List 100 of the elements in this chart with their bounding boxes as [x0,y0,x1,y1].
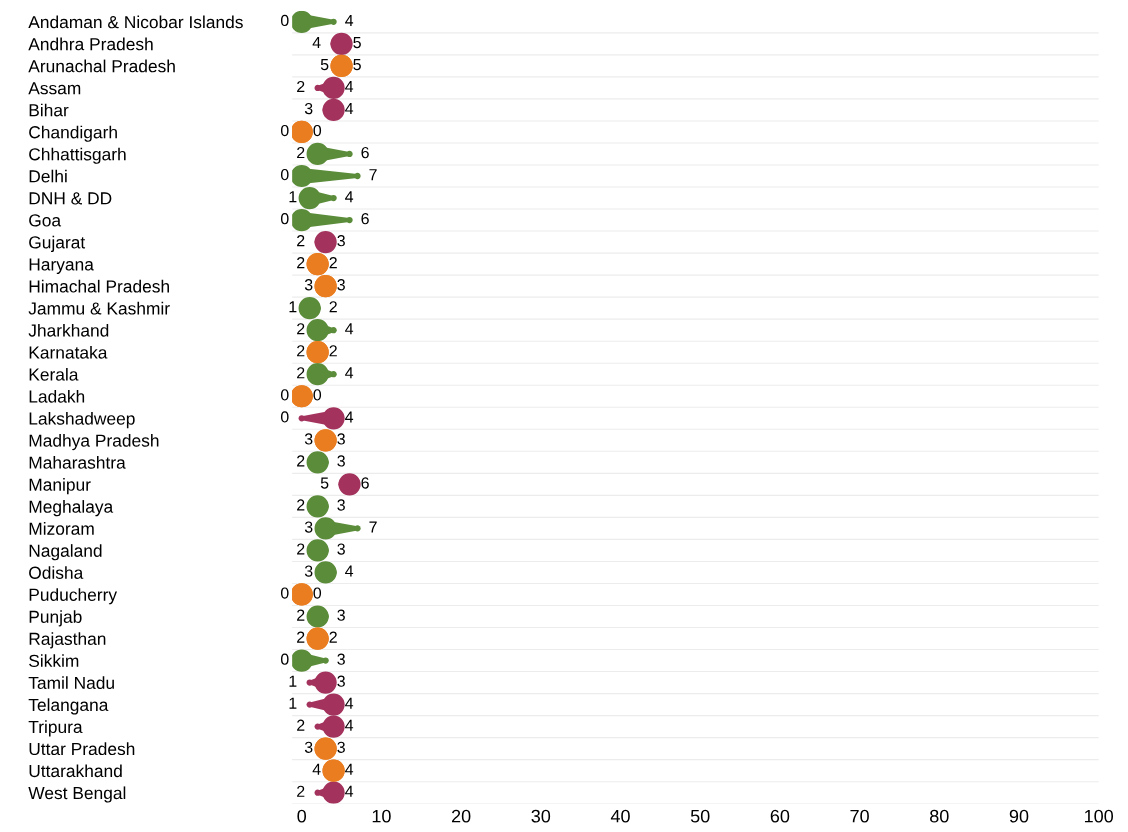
x-tick-label: 50 [690,809,710,823]
data-label: 4 [345,323,354,335]
data-label: 0 [280,411,289,423]
y-tick-label: Assam [28,82,81,95]
data-label: 5 [353,59,361,71]
data-label: 4 [312,37,321,48]
y-tick-label: Bihar [29,103,69,117]
data-label: 2 [297,323,305,335]
x-tick-label: 10 [372,809,391,823]
y-tick-label: Goa [29,214,62,227]
x-tick-label: 0 [297,809,307,823]
data-label: 3 [337,279,345,291]
y-tick-label: Uttar Pradesh [29,742,135,756]
data-label: 3 [304,565,313,577]
y-tick-label: Nagaland [29,544,102,561]
data-label: 3 [337,433,345,445]
y-tick-label: Telangana [28,698,109,715]
data-label: 0 [280,653,289,665]
data-label: 3 [337,455,345,467]
data-label: 4 [345,719,354,731]
data-label: 4 [345,191,354,203]
y-tick-label: Odisha [29,566,84,579]
data-label: 0 [313,389,322,401]
data-label: 1 [289,675,297,687]
data-label: 5 [320,477,329,489]
data-label: 4 [312,763,321,775]
y-tick-label: Kerala [29,367,79,381]
data-label: 2 [297,631,305,643]
x-tick-label: 70 [850,809,869,823]
data-label: 0 [313,124,322,137]
y-tick-label: Manipur [29,478,91,495]
data-label: 2 [297,455,305,467]
data-label: 2 [297,235,305,247]
data-label: 5 [320,59,329,71]
y-tick-label: Rajasthan [29,632,106,649]
data-label: 4 [345,14,354,26]
y-tick-label: DNH & DD [29,192,112,205]
y-tick-label: Jammu & Kashmir [28,301,170,315]
data-label: 3 [337,543,345,555]
y-tick-label: Maharashtra [29,456,126,469]
data-label: 4 [345,697,354,709]
y-tick-label: Chhattisgarh [29,147,126,164]
y-tick-label: Chandigarh [29,125,117,142]
data-label: 3 [304,741,313,753]
data-label: 1 [289,697,297,709]
data-label: 6 [361,213,369,225]
data-label: 2 [297,345,305,357]
data-label: 2 [297,785,305,797]
data-label: 5 [353,37,361,49]
y-tick-label: Delhi [29,169,67,183]
data-label: 0 [280,389,289,401]
data-label: 0 [280,213,289,225]
data-label: 2 [297,609,305,621]
data-label: 2 [297,499,305,511]
data-label: 3 [304,433,313,445]
data-label: 3 [304,102,313,115]
y-tick-label: Lakshadweep [29,411,135,429]
data-label: 2 [329,345,337,357]
data-label: 2 [297,367,305,379]
y-tick-label: Puducherry [29,588,118,605]
x-tick-label: 80 [930,809,949,823]
data-label: 7 [369,169,377,181]
data-label: 4 [345,565,354,577]
y-tick-label: Madhya Pradesh [29,434,159,451]
y-tick-label: Arunachal Pradesh [28,59,175,73]
data-label: 0 [280,14,289,27]
y-tick-label: Himachal Pradesh [29,279,169,293]
data-label: 3 [337,675,345,687]
data-label: 4 [345,763,354,775]
x-tick-label: 30 [531,809,551,823]
data-label: 0 [313,587,322,599]
data-label: 3 [304,521,313,533]
data-label: 3 [337,499,345,511]
x-tick-label: 100 [1084,809,1114,823]
data-label: 2 [297,257,305,269]
y-tick-label: Andhra Pradesh [28,37,153,51]
data-label: 3 [304,279,313,291]
y-tick-label: Sikkim [29,654,79,668]
y-tick-label: West Bengal [28,786,126,803]
data-label: 7 [369,521,377,533]
y-tick-label: Punjab [29,610,82,627]
y-tick-label: Haryana [29,258,94,274]
data-label: 2 [329,257,337,269]
data-label: 0 [280,168,289,181]
y-tick-label: Ladakh [29,389,85,403]
data-label: 4 [345,103,354,115]
y-tick-label: Karnataka [29,345,108,359]
y-tick-label: Andaman & Nicobar Islands [28,15,243,29]
data-label: 3 [337,741,345,753]
data-label: 4 [345,367,354,379]
y-tick-label: Uttarakhand [29,764,122,778]
data-label: 2 [329,631,337,643]
x-tick-label: 90 [1009,809,1029,823]
x-tick-label: 40 [610,809,630,823]
data-label: 0 [280,587,289,599]
data-label: 2 [297,543,305,555]
data-label: 4 [345,785,354,797]
y-tick-label: Mizoram [29,522,94,535]
data-label: 6 [361,146,369,159]
y-tick-label: Tripura [28,720,83,737]
